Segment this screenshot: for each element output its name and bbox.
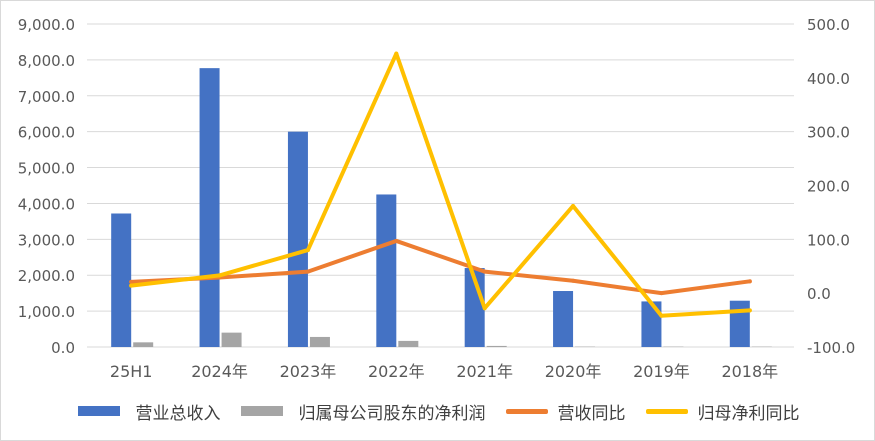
revenue-bar [729,300,750,347]
revenue-yoy-point [129,279,134,284]
net-profit-bar [486,345,507,347]
profit-yoy-point [217,273,222,278]
x-tick-label: 2020年 [545,362,602,381]
y-left-tick-label: 1,000.0 [18,303,75,321]
legend-label-net-profit: 归属母公司股东的净利润 [298,403,486,424]
profit-yoy-point [482,306,487,311]
x-tick-label: 2024年 [191,362,248,381]
y-right-tick-label: 500.0 [807,16,850,34]
y-right-tick-label: -100.0 [807,339,855,357]
legend-item-net-profit: 归属母公司股东的净利润 [240,399,486,424]
x-tick-label: 2019年 [633,362,690,381]
x-tick-label: 2023年 [280,362,337,381]
x-tick-label: 2022年 [368,362,425,381]
x-tick-label: 2021年 [456,362,513,381]
revenue-yoy-point [394,238,399,243]
profit-yoy-point [747,308,752,313]
y-left-tick-label: 9,000.0 [18,16,75,34]
revenue-yoy-point [482,269,487,274]
legend-item-revenue-yoy: 营收同比 [505,399,626,424]
revenue-yoy-point [659,291,664,296]
net-profit-bar [398,340,419,347]
y-left-tick-label: 8,000.0 [18,52,75,70]
net-profit-bar [221,332,242,347]
x-tick-label: 2018年 [721,362,778,381]
legend-label-profit-yoy: 归母净利同比 [697,403,800,424]
legend-label-revenue: 营业总收入 [135,403,221,424]
profit-yoy-point [659,313,664,318]
y-right-tick-label: 200.0 [807,178,850,196]
y-left-tick-label: 0.0 [51,339,75,357]
legend: 营业总收入 归属母公司股东的净利润 营收同比 归母净利同比 [1,393,874,429]
revenue-yoy-point [747,279,752,284]
y-right-tick-label: 0.0 [807,285,831,303]
line-series [129,51,752,318]
revenue-yoy-point [305,269,310,274]
revenue-bar [287,131,308,347]
legend-swatch-revenue-yoy [505,408,548,414]
legend-label-revenue-yoy: 营收同比 [557,403,626,424]
y-right-tick-label: 400.0 [807,70,850,88]
revenue-bar [376,194,397,347]
y-right-tick-label: 100.0 [807,231,850,249]
revenue-bar [553,291,574,347]
profit-yoy-line [129,51,752,318]
axes: 0.0 1,000.0 2,000.0 3,000.0 4,000.0 5,000.0 6,… [18,16,856,381]
legend-swatch-revenue [77,406,120,416]
profit-yoy-point [571,203,576,208]
revenue-bar [111,213,132,347]
revenue-yoy-point [571,278,576,283]
legend-swatch-net-profit [240,406,283,416]
profit-yoy-point [129,283,134,288]
legend-item-profit-yoy: 归母净利同比 [645,399,800,424]
legend-swatch-profit-yoy [645,408,688,414]
x-tick-label: 25H1 [110,362,153,381]
legend-item-revenue: 营业总收入 [77,399,221,424]
revenue-bar [199,68,220,347]
y-left-tick-label: 7,000.0 [18,88,75,106]
revenue-bar [641,301,662,347]
bar-series [111,68,772,347]
net-profit-bar [309,336,330,347]
y-left-tick-label: 2,000.0 [18,267,75,285]
y-left-tick-label: 6,000.0 [18,124,75,142]
profit-yoy-point [305,248,310,253]
y-left-tick-label: 3,000.0 [18,231,75,249]
y-left-tick-label: 5,000.0 [18,160,75,178]
y-left-tick-label: 4,000.0 [18,195,75,213]
profit-yoy-point [394,51,399,56]
combo-chart: 0.0 1,000.0 2,000.0 3,000.0 4,000.0 5,000.0 6,… [18,16,856,381]
revenue-yoy-line [129,238,752,296]
net-profit-bar [133,342,154,347]
y-right-tick-label: 300.0 [807,124,850,142]
